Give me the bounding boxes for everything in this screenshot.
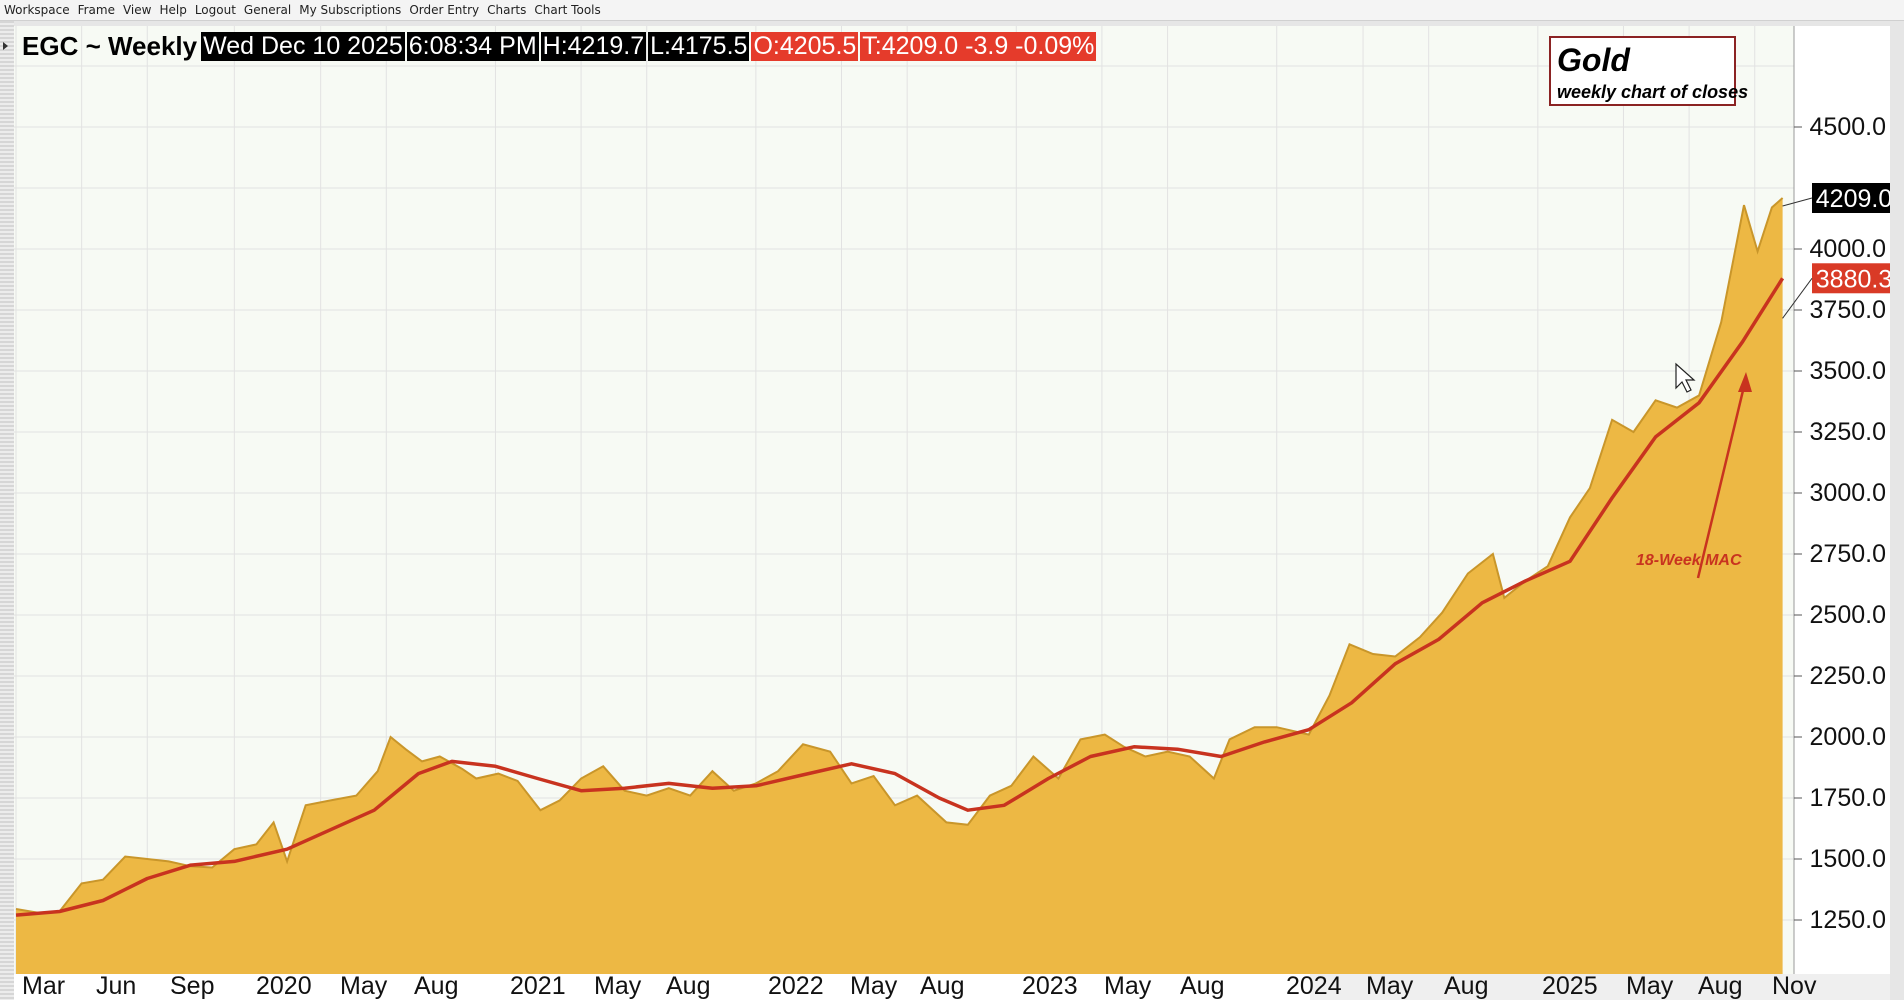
- menu-item-help[interactable]: Help: [159, 3, 187, 17]
- ma-connector: [1782, 277, 1813, 319]
- chart-legend-box: Gold weekly chart of closes: [1549, 36, 1748, 106]
- menu-item-order-entry[interactable]: Order Entry: [409, 3, 480, 17]
- symbol-label[interactable]: EGC ~ Weekly: [22, 30, 198, 61]
- annotation-arrow-head: [1738, 372, 1752, 392]
- low-label: L:4175.5: [648, 31, 750, 61]
- menu-item-frame[interactable]: Frame: [77, 3, 115, 17]
- x-tick-label: May: [1104, 972, 1152, 1000]
- ma-line: [15, 277, 1785, 917]
- price-line: [15, 197, 1784, 914]
- menu-item-chart-tools[interactable]: Chart Tools: [534, 3, 601, 17]
- area-layer: [15, 197, 1784, 974]
- last-price-connector: [1782, 197, 1813, 207]
- y-tick-label: 2250.0: [1810, 662, 1886, 690]
- y-tick-label: 1500.0: [1810, 845, 1886, 873]
- y-tick-label: 1250.0: [1810, 906, 1886, 934]
- annotation-layer: [1675, 362, 1752, 579]
- chart-panel[interactable]: 1250.0 1500.0 1750.0 2000.0 2250.0 2500.0 2750…: [14, 26, 1890, 1000]
- y-tick-label: 2500.0: [1810, 601, 1886, 629]
- quote-header: EGC ~ Weekly Wed Dec 10 2025 6:08:34 PM …: [22, 31, 1098, 61]
- ma-value-badge: [1812, 263, 1890, 294]
- ma-value-label: 3880.3: [1816, 265, 1890, 293]
- x-tick-label: 2020: [256, 972, 312, 1000]
- legend-subtitle: weekly chart of closes: [1557, 82, 1749, 102]
- axis-layer: 1250.0 1500.0 1750.0 2000.0 2250.0 2500.0 2750…: [22, 26, 1890, 1000]
- y-tick-label: 2000.0: [1810, 723, 1886, 751]
- y-tick-label: 1750.0: [1810, 784, 1886, 812]
- x-tick-label: Aug: [1180, 972, 1224, 1000]
- time-label: 6:08:34 PM: [406, 31, 539, 61]
- x-tick-label: May: [594, 972, 642, 1000]
- last-price-badge: [1812, 183, 1890, 214]
- expand-arrow-icon[interactable]: [3, 42, 8, 50]
- menu-item-general[interactable]: General: [243, 3, 292, 17]
- x-tick-label: Aug: [1698, 972, 1742, 1000]
- menu-item-my-subscriptions[interactable]: My Subscriptions: [299, 3, 402, 17]
- last-price-label: 4209.0: [1816, 185, 1890, 213]
- x-tick-label: 2022: [768, 972, 824, 1000]
- x-tick-label: May: [1366, 972, 1414, 1000]
- date-label: Wed Dec 10 2025: [201, 31, 405, 61]
- y-tick-label: 3250.0: [1810, 418, 1886, 446]
- menu-item-logout[interactable]: Logout: [194, 3, 236, 17]
- price-chart[interactable]: 1250.0 1500.0 1750.0 2000.0 2250.0 2500.0 2750…: [14, 26, 1890, 1000]
- x-tick-label: Aug: [666, 972, 710, 1000]
- x-tick-label: Aug: [1444, 972, 1488, 1000]
- x-tick-label: Nov: [1772, 972, 1817, 1000]
- x-tick-label: Aug: [414, 972, 458, 1000]
- x-tick-label: Mar: [22, 972, 65, 1000]
- y-tick-label: 3000.0: [1810, 479, 1886, 507]
- ma-layer: [15, 277, 1785, 917]
- y-tick-label: 3500.0: [1810, 357, 1886, 385]
- panel-splitter[interactable]: [0, 21, 14, 1000]
- menu-item-charts[interactable]: Charts: [487, 3, 527, 17]
- y-tick-label: 2750.0: [1810, 540, 1886, 568]
- annotation-arrow-line: [1696, 377, 1748, 579]
- y-tick-label: 4000.0: [1810, 235, 1886, 263]
- x-tick-label: May: [850, 972, 898, 1000]
- y-tick-label: 3750.0: [1810, 296, 1886, 324]
- x-tick-label: May: [1626, 972, 1674, 1000]
- x-tick-label: Jun: [96, 972, 136, 1000]
- legend-title: Gold: [1557, 42, 1630, 78]
- x-tick-label: 2025: [1542, 972, 1598, 1000]
- menu-bar: Workspace Frame View Help Logout General…: [0, 0, 1904, 21]
- x-axis-scroll-area: [1310, 974, 1890, 1000]
- x-tick-label: 2024: [1286, 972, 1342, 1000]
- menu-item-view[interactable]: View: [122, 3, 152, 17]
- menu-item-workspace[interactable]: Workspace: [4, 3, 70, 17]
- x-tick-label: 2023: [1022, 972, 1078, 1000]
- x-tick-label: Sep: [170, 972, 214, 1000]
- y-tick-label: 4500.0: [1810, 113, 1886, 141]
- x-tick-label: Aug: [920, 972, 964, 1000]
- x-tick-label: May: [340, 972, 388, 1000]
- ma-annotation-label: 18-Week MAC: [1636, 552, 1742, 569]
- price-area-fill: [16, 198, 1783, 974]
- mouse-cursor-icon: [1675, 362, 1696, 393]
- last-change-label: T:4209.0 -3.9 -0.09%: [860, 31, 1097, 61]
- x-tick-label: 2021: [510, 972, 566, 1000]
- open-label: O:4205.5: [751, 31, 859, 61]
- high-label: H:4219.7: [540, 31, 647, 61]
